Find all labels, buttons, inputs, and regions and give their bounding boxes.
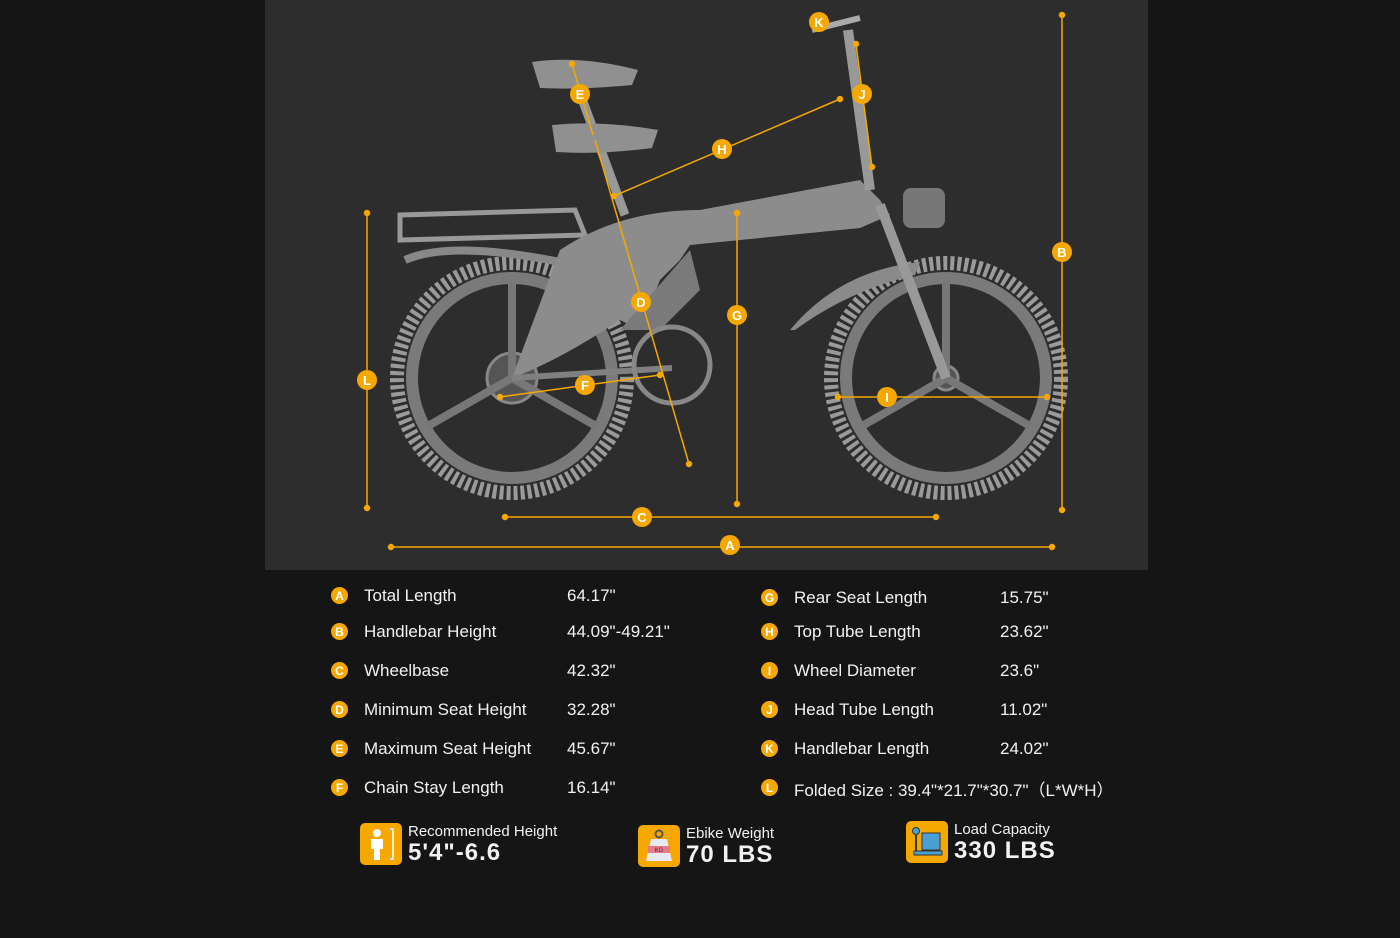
spec-letter-badge: A [331, 587, 348, 604]
spec-letter-badge: H [761, 623, 778, 640]
svg-text:C: C [637, 510, 647, 525]
svg-text:L: L [363, 373, 371, 388]
spec-row: I Wheel Diameter 23.6" [0, 661, 1400, 681]
spec-letter-badge: I [761, 662, 778, 679]
marker-b: B [1052, 242, 1072, 262]
spec-label: Wheelbase [364, 661, 450, 680]
spec-row: A Total Length 64.17" [0, 586, 1400, 606]
svg-text:B: B [1057, 245, 1066, 260]
svg-text:H: H [717, 142, 726, 157]
spec-row: J Head Tube Length 11.02" [0, 700, 1400, 720]
spec-label: Total Length [364, 586, 457, 605]
spec-row: E Maximum Seat Height 45.67" [0, 739, 1400, 759]
spec-row: C Wheelbase 42.32" [0, 661, 1400, 681]
spec-label: Folded Size : 39.4"*21.7"*30.7"（L*W*H） [794, 780, 1114, 800]
spec-letter-badge: F [331, 779, 348, 796]
feature-title: Load Capacity [954, 820, 1050, 838]
spec-letter-badge: K [761, 740, 778, 757]
spec-row: F Chain Stay Length 16.14" [0, 778, 1400, 798]
spec-letter-badge: E [331, 740, 348, 757]
svg-text:D: D [636, 295, 645, 310]
marker-f: F [575, 375, 595, 395]
spec-row: D Minimum Seat Height 32.28" [0, 700, 1400, 720]
spec-value: 32.28" [567, 700, 616, 719]
spec-value: 16.14" [567, 778, 616, 797]
spec-row: B Handlebar Height 44.09"-49.21" [0, 622, 1400, 642]
marker-k: K [809, 12, 829, 32]
feature-recommended-height: Recommended Height 5'4"-6.6 [360, 823, 557, 865]
feature-ebike-weight: KG Ebike Weight 70 LBS [638, 825, 774, 867]
svg-text:I: I [885, 390, 889, 405]
marker-j: J [852, 84, 872, 104]
spec-label: Top Tube Length [794, 622, 921, 641]
person-height-icon [360, 823, 402, 865]
spec-letter-badge: G [761, 589, 778, 606]
spec-letter-badge: L [761, 779, 778, 796]
svg-text:A: A [725, 538, 735, 553]
scale-box-icon [906, 821, 948, 863]
feature-value: 70 LBS [686, 840, 774, 868]
marker-l: L [357, 370, 377, 390]
svg-text:E: E [576, 87, 585, 102]
spec-row: K Handlebar Length 24.02" [0, 739, 1400, 759]
spec-value: 64.17" [567, 586, 616, 605]
spec-value: 15.75" [1000, 588, 1049, 607]
spec-letter-badge: J [761, 701, 778, 718]
spec-label: Minimum Seat Height [364, 700, 527, 719]
spec-label: Maximum Seat Height [364, 739, 532, 758]
spec-row: H Top Tube Length 23.62" [0, 622, 1400, 642]
marker-c: C [632, 507, 652, 527]
svg-text:G: G [732, 308, 742, 323]
spec-label: Handlebar Length [794, 739, 930, 758]
marker-h: H [712, 139, 732, 159]
spec-value: 11.02" [1000, 700, 1048, 719]
spec-value: 23.6" [1000, 661, 1040, 680]
dimension-markers: A B C D E F G H I J K L [357, 12, 1072, 555]
spec-label: Rear Seat Length [794, 588, 928, 607]
spec-value: 44.09"-49.21" [567, 622, 670, 641]
bike-dimension-diagram: A B C D E F G H I J K L [265, 0, 1148, 570]
weight-kg-icon: KG [638, 825, 680, 867]
svg-text:J: J [858, 87, 865, 102]
spec-value: 24.02" [1000, 739, 1049, 758]
feature-title: Ebike Weight [686, 824, 775, 842]
svg-text:K: K [814, 15, 824, 30]
spec-label: Handlebar Height [364, 622, 497, 641]
marker-i: I [877, 387, 897, 407]
marker-g: G [727, 305, 747, 325]
feature-load-capacity: Load Capacity 330 LBS [906, 821, 1056, 863]
feature-value: 5'4"-6.6 [408, 838, 502, 866]
spec-letter-badge: C [331, 662, 348, 679]
spec-row: G Rear Seat Length 15.75" [0, 588, 1400, 608]
feature-title: Recommended Height [408, 822, 558, 840]
spec-label: Head Tube Length [794, 700, 934, 719]
spec-value: 45.67" [567, 739, 616, 758]
spec-label: Chain Stay Length [364, 778, 504, 797]
feature-value: 330 LBS [954, 836, 1056, 864]
svg-text:KG: KG [655, 848, 664, 854]
svg-text:F: F [581, 378, 589, 393]
marker-e: E [570, 84, 590, 104]
marker-d: D [631, 292, 651, 312]
spec-value: 42.32" [567, 661, 616, 680]
marker-a: A [720, 535, 740, 555]
bike-illustration: A B C D E F G H I J K L [357, 11, 1072, 555]
spec-row: L Folded Size : 39.4"*21.7"*30.7"（L*W*H） [0, 778, 1400, 800]
spec-label: Wheel Diameter [794, 661, 916, 680]
spec-value: 23.62" [1000, 622, 1049, 641]
spec-letter-badge: B [331, 623, 348, 640]
spec-letter-badge: D [331, 701, 348, 718]
